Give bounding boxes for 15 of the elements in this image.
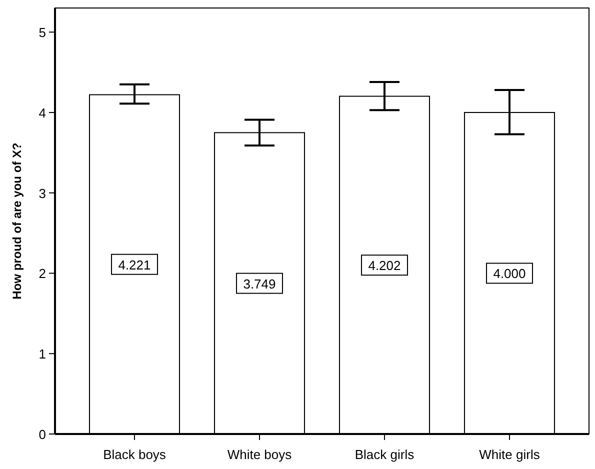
data-label: 4.000 xyxy=(493,266,526,282)
data-label: 3.749 xyxy=(243,276,276,292)
x-tick-label: White boys xyxy=(227,447,292,462)
data-label: 4.202 xyxy=(368,258,401,274)
y-axis-title: How proud of are you of X? xyxy=(10,142,24,300)
data-label: 4.221 xyxy=(118,257,151,272)
y-tick-label: 5 xyxy=(38,25,46,40)
y-tick-label: 0 xyxy=(38,427,46,442)
y-tick-label: 4 xyxy=(38,105,46,120)
x-tick-label: White girls xyxy=(479,447,540,462)
x-tick-label: Black girls xyxy=(354,447,415,462)
y-tick-label: 2 xyxy=(38,266,46,282)
x-tick-label: Black boys xyxy=(103,447,166,462)
y-tick-label: 1 xyxy=(38,346,46,362)
y-tick-label: 3 xyxy=(38,186,46,201)
